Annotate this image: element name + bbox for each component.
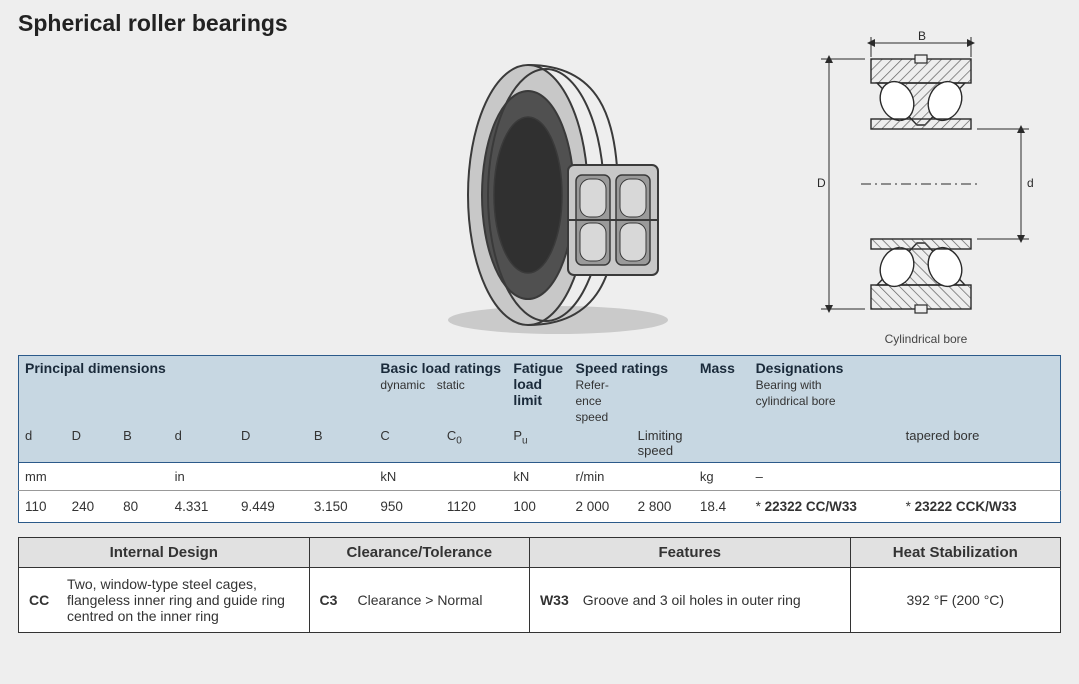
feat-internal: CC Two, window-type steel cages, flangel… [19, 568, 310, 633]
dim-label-D: D [817, 176, 826, 190]
schematic-drawing: B D d [801, 31, 1051, 346]
val-mass: 18.4 [694, 491, 750, 523]
feat-features: W33 Groove and 3 oil holes in outer ring [529, 568, 850, 633]
dim-label-d: d [1027, 176, 1034, 190]
dim-label-B: B [918, 31, 926, 43]
val-B-in: 3.150 [308, 491, 375, 523]
feat-clearance: C3 Clearance > Normal [309, 568, 529, 633]
hdr-dynamic: dynamic [380, 378, 425, 392]
sym-B2: B [308, 428, 375, 463]
sym-Pu: Pu [507, 428, 569, 463]
val-des-tap: * 23222 CCK/W33 [900, 491, 1061, 523]
table-row: 110 240 80 4.331 9.449 3.150 950 1120 10… [19, 491, 1061, 523]
hdr-fatigue: Fatigue load limit [513, 360, 563, 408]
sym-C: C [374, 428, 440, 463]
unit-kg: kg [694, 463, 750, 491]
sym-d1: d [19, 428, 66, 463]
fh-features: Features [529, 538, 850, 568]
unit-rpm: r/min [569, 463, 693, 491]
unit-mm: mm [19, 463, 169, 491]
val-Pu: 100 [507, 491, 569, 523]
hdr-mass: Mass [700, 360, 735, 376]
unit-dash: – [750, 463, 1061, 491]
val-des-cyl: * 22322 CC/W33 [750, 491, 900, 523]
hdr-static: static [437, 378, 465, 392]
unit-kN2: kN [507, 463, 569, 491]
val-lim: 2 800 [632, 491, 694, 523]
sym-C0: C0 [441, 428, 507, 463]
hero-area: B D d [18, 37, 1061, 355]
sym-d2: d [169, 428, 235, 463]
sym-D2: D [235, 428, 308, 463]
sym-D1: D [66, 428, 117, 463]
fh-heat: Heat Stabilization [850, 538, 1060, 568]
spec-table: Principal dimensions Basic load ratings … [18, 355, 1061, 523]
val-C: 950 [374, 491, 440, 523]
hdr-designations: Designations [756, 360, 844, 376]
fh-internal: Internal Design [19, 538, 310, 568]
hdr-speed: Speed ratings [575, 360, 668, 376]
feat-heat: 392 °F (200 °C) [850, 568, 1060, 633]
val-d-in: 4.331 [169, 491, 235, 523]
schematic-caption: Cylindrical bore [801, 332, 1051, 346]
val-D-mm: 240 [66, 491, 117, 523]
sym-B1: B [117, 428, 168, 463]
val-ref: 2 000 [569, 491, 631, 523]
bearing-illustration [418, 45, 698, 350]
hdr-lim-speed: Limiting speed [632, 428, 694, 463]
fh-clearance: Clearance/Tolerance [309, 538, 529, 568]
hdr-basic-load: Basic load ratings [380, 360, 501, 376]
unit-in: in [169, 463, 375, 491]
features-table: Internal Design Clearance/Tolerance Feat… [18, 537, 1061, 633]
val-d-mm: 110 [19, 491, 66, 523]
hdr-des-cyl: Bearing with cylindrical bore [756, 378, 836, 408]
unit-kN: kN [374, 463, 507, 491]
val-B-mm: 80 [117, 491, 168, 523]
hdr-principal: Principal dimensions [25, 360, 166, 376]
val-D-in: 9.449 [235, 491, 308, 523]
hdr-des-tap: tapered bore [900, 428, 1061, 463]
val-C0: 1120 [441, 491, 507, 523]
hdr-ref-speed: Refer- ence speed [575, 378, 608, 424]
